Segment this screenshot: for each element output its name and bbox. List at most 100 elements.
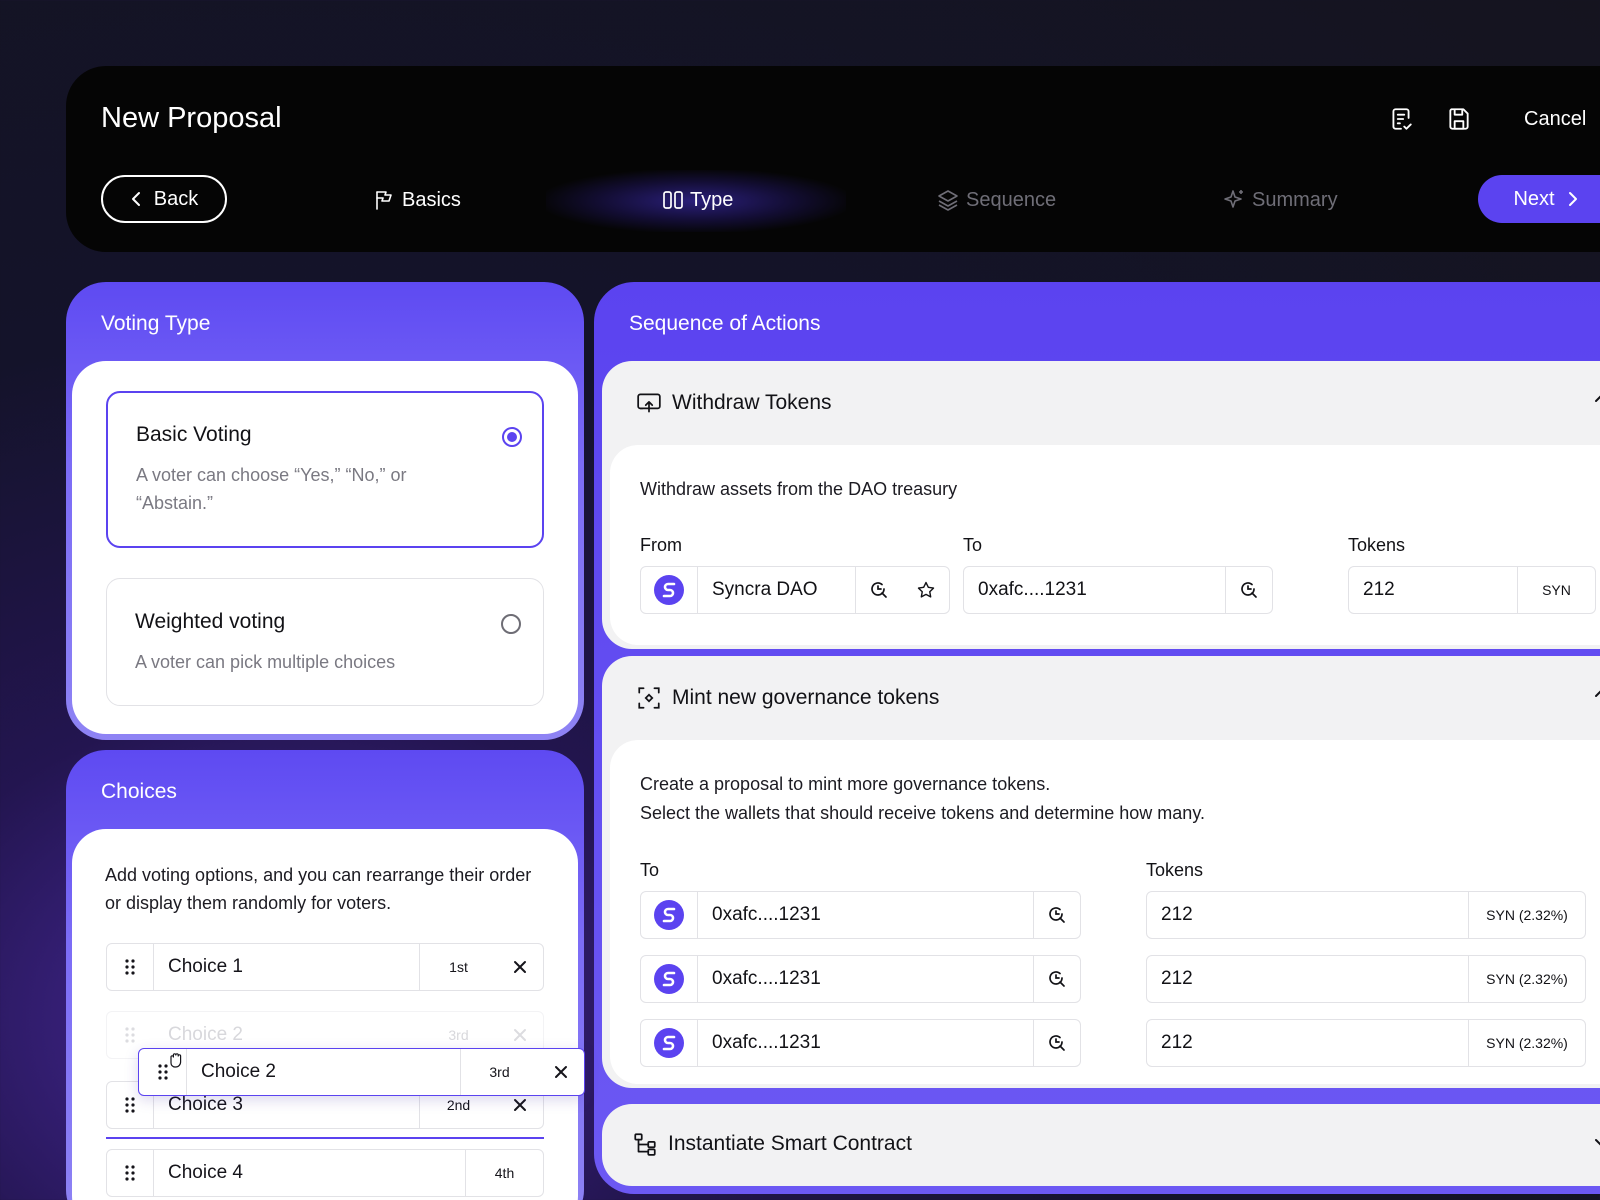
token-unit: SYN (2.32%)	[1468, 956, 1585, 1002]
choice-label[interactable]: Choice 4	[168, 1162, 243, 1183]
drag-handle-icon[interactable]	[139, 1049, 187, 1095]
drag-handle-icon[interactable]	[107, 1082, 154, 1128]
to-value[interactable]: 0xafc....1231	[978, 579, 1087, 600]
mint-amount-field[interactable]: 212 SYN (2.32%)	[1146, 955, 1586, 1003]
chevron-down-icon[interactable]	[1594, 1138, 1600, 1148]
recipient-address[interactable]: 0xafc....1231	[712, 1032, 821, 1053]
instantiate-contract-section[interactable]: Instantiate Smart Contract	[602, 1104, 1600, 1186]
mint-amount-field[interactable]: 212 SYN (2.32%)	[1146, 1019, 1586, 1067]
step-summary[interactable]: Summary	[1222, 184, 1338, 216]
choice-row[interactable]: Choice 1 1st	[106, 943, 544, 991]
chevron-up-icon[interactable]	[1594, 688, 1600, 698]
withdraw-icon	[636, 390, 662, 416]
drag-handle-icon[interactable]	[107, 944, 154, 990]
section-header[interactable]: Withdraw Tokens	[636, 387, 832, 419]
recipient-field[interactable]: 0xafc....1231	[640, 891, 1081, 939]
grab-cursor-icon	[167, 1051, 185, 1069]
section-description: Withdraw assets from the DAO treasury	[640, 479, 958, 499]
choices-list: Add voting options, and you can rearrang…	[72, 829, 578, 1200]
mint-tokens-section: Mint new governance tokens Create a prop…	[602, 656, 1600, 1088]
mint-amount[interactable]: 212	[1161, 1032, 1193, 1053]
mint-amount[interactable]: 212	[1161, 904, 1193, 925]
close-icon[interactable]	[497, 944, 543, 990]
section-header[interactable]: Mint new governance tokens	[636, 682, 939, 714]
save-icon[interactable]	[1446, 106, 1472, 132]
from-label: From	[640, 535, 682, 555]
proposal-header: New Proposal Cancel Back Basics Type Seq	[66, 66, 1600, 252]
back-button[interactable]: Back	[101, 175, 227, 223]
review-checklist-icon[interactable]	[1388, 106, 1414, 132]
choice-label[interactable]: Choice 3	[168, 1094, 243, 1115]
tokens-value[interactable]: 212	[1363, 579, 1395, 600]
search-icon[interactable]	[1033, 892, 1080, 938]
token-unit: SYN (2.32%)	[1468, 1020, 1585, 1066]
choice-rank[interactable]: 1st	[419, 944, 497, 990]
section-title: Withdraw Tokens	[672, 391, 832, 414]
option-title: Basic Voting	[136, 423, 252, 446]
choice-rank[interactable]: 3rd	[460, 1049, 538, 1095]
drag-handle-icon[interactable]	[107, 1150, 154, 1196]
recipient-field[interactable]: 0xafc....1231	[640, 955, 1081, 1003]
from-value[interactable]: Syncra DAO	[712, 579, 818, 600]
withdraw-tokens-section: Withdraw Tokens Withdraw assets from the…	[602, 361, 1600, 649]
search-icon[interactable]	[1225, 567, 1272, 613]
close-icon	[497, 1012, 543, 1058]
step-label: Type	[690, 188, 734, 211]
step-sequence[interactable]: Sequence	[936, 184, 1056, 216]
tokens-field[interactable]: 212 SYN	[1348, 566, 1596, 614]
choices-description: Add voting options, and you can rearrang…	[105, 865, 532, 913]
choice-label[interactable]: Choice 2	[201, 1061, 276, 1082]
to-field[interactable]: 0xafc....1231	[963, 566, 1273, 614]
description-line: Create a proposal to mint more governanc…	[640, 774, 1051, 794]
from-field[interactable]: Syncra DAO	[640, 566, 950, 614]
withdraw-body: Withdraw assets from the DAO treasury Fr…	[610, 445, 1600, 645]
tokens-label: Tokens	[1146, 860, 1204, 880]
close-icon[interactable]	[538, 1049, 584, 1095]
basic-voting-radio[interactable]	[502, 427, 522, 447]
mint-amount[interactable]: 212	[1161, 968, 1193, 989]
tokens-label: Tokens	[1348, 535, 1406, 555]
chevron-up-icon[interactable]	[1594, 393, 1600, 403]
choices-panel: Choices Add voting options, and you can …	[66, 750, 584, 1200]
section-title: Instantiate Smart Contract	[668, 1132, 912, 1155]
step-label: Sequence	[966, 188, 1057, 211]
drag-handle-icon	[107, 1012, 154, 1058]
section-title: Mint new governance tokens	[672, 686, 940, 709]
step-basics[interactable]: Basics	[372, 184, 461, 216]
mint-amount-field[interactable]: 212 SYN (2.32%)	[1146, 891, 1586, 939]
step-label: Basics	[402, 188, 461, 211]
token-unit: SYN (2.32%)	[1468, 892, 1585, 938]
page-title: New Proposal	[101, 102, 282, 134]
choice-label[interactable]: Choice 1	[168, 956, 243, 977]
description-line: Select the wallets that should receive t…	[640, 803, 1205, 823]
search-icon[interactable]	[855, 567, 902, 613]
choice-label: Choice 2	[168, 1024, 243, 1045]
dao-logo-icon	[641, 892, 698, 938]
star-icon[interactable]	[902, 567, 949, 613]
recipient-address[interactable]: 0xafc....1231	[712, 968, 821, 989]
active-step-highlight	[546, 170, 846, 232]
token-unit: SYN	[1517, 567, 1595, 613]
cancel-button[interactable]: Cancel	[1524, 108, 1587, 130]
next-button[interactable]: Next	[1478, 175, 1600, 223]
search-icon[interactable]	[1033, 956, 1080, 1002]
panel-title: Choices	[101, 780, 177, 803]
weighted-voting-option[interactable]: Weighted voting A voter can pick multipl…	[106, 578, 544, 706]
section-header[interactable]: Instantiate Smart Contract	[632, 1128, 912, 1160]
choice-rank[interactable]: 4th	[465, 1150, 543, 1196]
close-icon[interactable]	[497, 1082, 543, 1128]
recipient-field[interactable]: 0xafc....1231	[640, 1019, 1081, 1067]
search-icon[interactable]	[1033, 1020, 1080, 1066]
chevron-right-icon	[1567, 191, 1579, 207]
basic-voting-option[interactable]: Basic Voting A voter can choose “Yes,” “…	[106, 391, 544, 548]
section-description: Create a proposal to mint more governanc…	[640, 770, 1205, 828]
choice-rank: 3rd	[448, 1027, 469, 1043]
back-label: Back	[153, 187, 199, 210]
dragged-choice-row[interactable]: Choice 2 3rd	[138, 1048, 585, 1096]
recipient-address[interactable]: 0xafc....1231	[712, 904, 821, 925]
step-type[interactable]: Type	[662, 184, 733, 216]
choice-rank[interactable]: 2nd	[419, 1082, 497, 1128]
sequence-panel: Sequence of Actions Withdraw Tokens With…	[594, 282, 1600, 1194]
choice-row[interactable]: Choice 4 4th	[106, 1149, 544, 1197]
weighted-voting-radio[interactable]	[501, 614, 521, 634]
